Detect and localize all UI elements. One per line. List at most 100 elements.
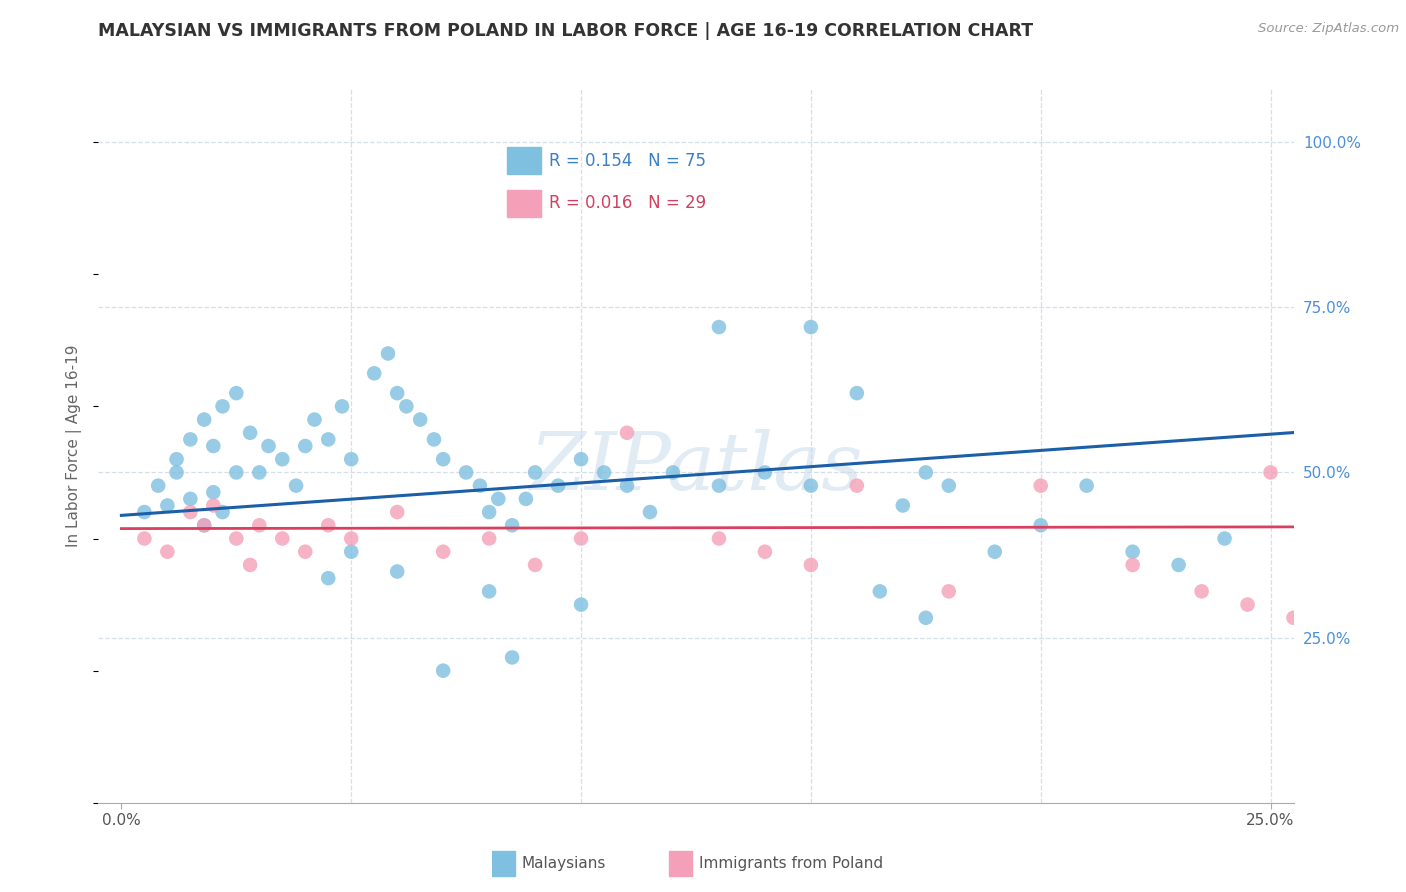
Point [409, 412, 432, 426]
Point [524, 558, 547, 572]
Point [316, 518, 339, 533]
Point [377, 346, 399, 360]
Text: R = 0.016   N = 29: R = 0.016 N = 29 [548, 194, 706, 212]
Point [569, 532, 592, 546]
Point [754, 466, 776, 480]
Point [662, 466, 685, 480]
Point [285, 478, 308, 492]
Point [800, 558, 823, 572]
Point [1351, 135, 1374, 149]
Point [616, 425, 638, 440]
Point [385, 386, 409, 401]
Point [983, 545, 1005, 559]
Point [432, 664, 454, 678]
Point [385, 505, 409, 519]
Point [1374, 135, 1396, 149]
Point [166, 466, 188, 480]
Point [938, 478, 960, 492]
Point [225, 386, 247, 401]
Point [340, 545, 363, 559]
Point [432, 545, 454, 559]
Point [225, 466, 247, 480]
Point [239, 425, 262, 440]
Point [569, 452, 592, 467]
Point [1191, 584, 1213, 599]
Point [134, 532, 156, 546]
Point [456, 466, 478, 480]
Point [225, 532, 247, 546]
Point [478, 584, 501, 599]
Point [638, 505, 661, 519]
Point [1122, 545, 1144, 559]
Point [294, 439, 316, 453]
Point [316, 433, 339, 447]
Point [468, 478, 491, 492]
Point [845, 478, 868, 492]
Point [193, 412, 215, 426]
Point [478, 505, 501, 519]
Point [179, 505, 201, 519]
Point [247, 466, 270, 480]
Point [193, 518, 215, 533]
Point [148, 478, 170, 492]
Point [294, 545, 316, 559]
Point [707, 320, 730, 334]
Point [271, 452, 294, 467]
Text: MALAYSIAN VS IMMIGRANTS FROM POLAND IN LABOR FORCE | AGE 16-19 CORRELATION CHART: MALAYSIAN VS IMMIGRANTS FROM POLAND IN L… [98, 22, 1033, 40]
Point [271, 532, 294, 546]
Point [257, 439, 280, 453]
Point [914, 611, 936, 625]
Point [211, 400, 233, 414]
Point [239, 558, 262, 572]
Point [316, 571, 339, 585]
Point [1076, 478, 1098, 492]
Point [800, 478, 823, 492]
Bar [508, 190, 541, 217]
Point [1260, 466, 1282, 480]
Point [1167, 558, 1189, 572]
Point [800, 320, 823, 334]
Point [869, 584, 891, 599]
Point [193, 518, 215, 533]
Point [486, 491, 509, 506]
Point [247, 518, 270, 533]
Point [179, 433, 201, 447]
Point [340, 452, 363, 467]
Text: Malaysians: Malaysians [522, 856, 606, 871]
Point [202, 499, 225, 513]
Point [395, 400, 418, 414]
Bar [669, 851, 692, 876]
Point [515, 491, 537, 506]
Point [423, 433, 446, 447]
Point [156, 499, 179, 513]
Point [156, 545, 179, 559]
Text: ZIPatlas: ZIPatlas [529, 429, 863, 506]
Text: Source: ZipAtlas.com: Source: ZipAtlas.com [1258, 22, 1399, 36]
Point [707, 532, 730, 546]
Point [1282, 611, 1305, 625]
Point [330, 400, 353, 414]
Point [134, 505, 156, 519]
Point [202, 439, 225, 453]
Point [478, 532, 501, 546]
Point [914, 466, 936, 480]
Point [501, 518, 523, 533]
Point [363, 367, 385, 381]
Point [1398, 135, 1406, 149]
Point [707, 478, 730, 492]
Point [616, 478, 638, 492]
Point [1213, 532, 1236, 546]
Point [1029, 518, 1052, 533]
Point [1029, 478, 1052, 492]
Point [938, 584, 960, 599]
Point [891, 499, 914, 513]
Point [211, 505, 233, 519]
Text: R = 0.154   N = 75: R = 0.154 N = 75 [548, 152, 706, 169]
Point [340, 532, 363, 546]
Y-axis label: In Labor Force | Age 16-19: In Labor Force | Age 16-19 [66, 344, 83, 548]
Text: Immigrants from Poland: Immigrants from Poland [699, 856, 883, 871]
Point [547, 478, 569, 492]
Point [432, 452, 454, 467]
Point [179, 491, 201, 506]
Point [385, 565, 409, 579]
